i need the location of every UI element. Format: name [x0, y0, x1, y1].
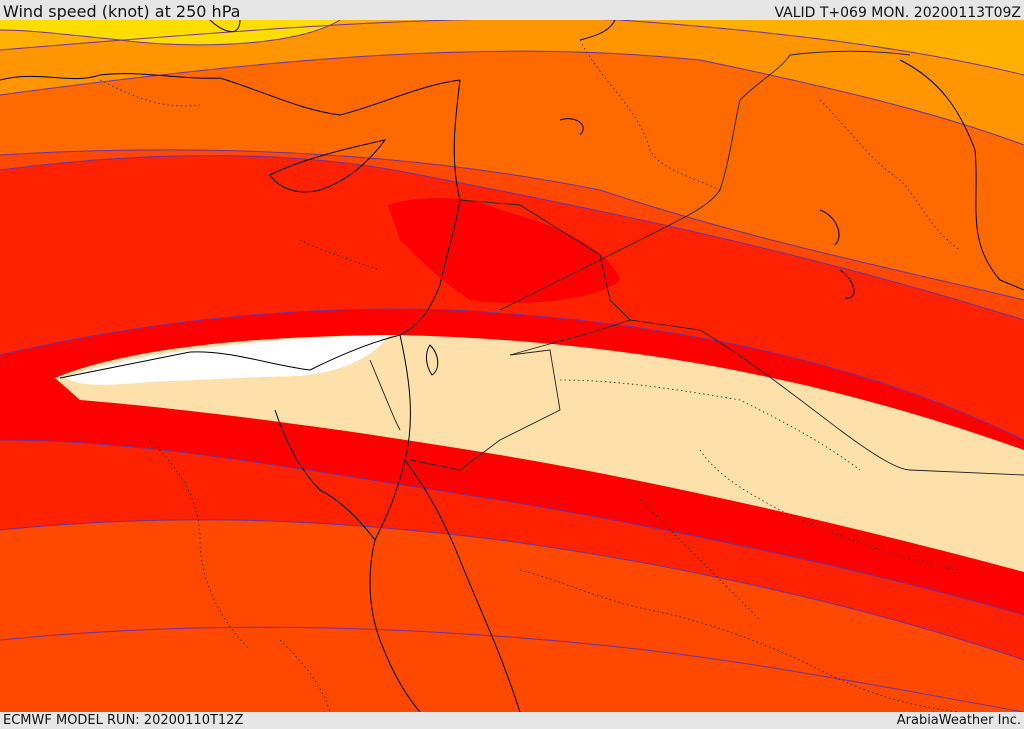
- valid-time-label: VALID T+069 MON. 20200113T09Z: [774, 5, 1021, 21]
- band-red-levant: [388, 198, 620, 304]
- admin-borders: [99, 39, 961, 712]
- contour-lines: [0, 20, 1024, 712]
- wind-speed-map: [0, 20, 1024, 712]
- band-white-max: [65, 335, 390, 385]
- band-orange-north: [0, 20, 1024, 145]
- band-pale-core: [55, 335, 1024, 572]
- country-borders: [369, 50, 1024, 476]
- footer-bar: ECMWF MODEL RUN: 20200110T12Z ArabiaWeat…: [0, 712, 1024, 729]
- model-run-label: ECMWF MODEL RUN: 20200110T12Z: [3, 713, 244, 728]
- coastlines: [0, 20, 1024, 712]
- header-bar: Wind speed (knot) at 250 hPa VALID T+069…: [0, 0, 1024, 21]
- map-title: Wind speed (knot) at 250 hPa: [3, 2, 241, 21]
- band-yellow-north: [0, 20, 340, 45]
- credit-label: ArabiaWeather Inc.: [896, 713, 1021, 728]
